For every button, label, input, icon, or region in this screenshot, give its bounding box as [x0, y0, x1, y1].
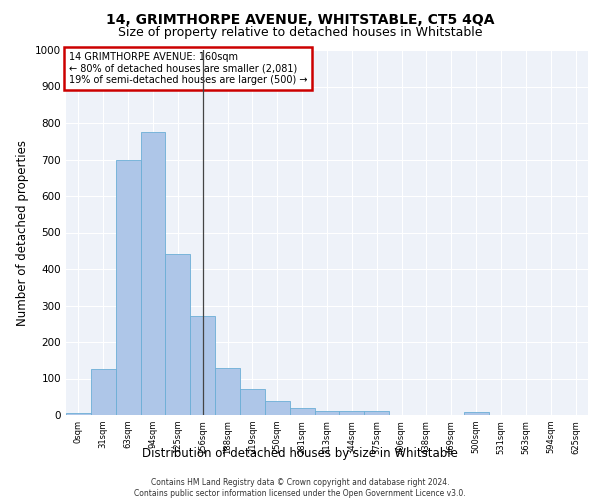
Bar: [364, 412, 389, 415]
Bar: [215, 368, 240, 415]
Bar: [140, 132, 166, 415]
Text: Size of property relative to detached houses in Whitstable: Size of property relative to detached ho…: [118, 26, 482, 39]
Bar: [116, 160, 140, 415]
Y-axis label: Number of detached properties: Number of detached properties: [16, 140, 29, 326]
Bar: [314, 412, 340, 415]
Bar: [190, 316, 215, 415]
Bar: [464, 412, 488, 415]
Text: 14 GRIMTHORPE AVENUE: 160sqm
← 80% of detached houses are smaller (2,081)
19% of: 14 GRIMTHORPE AVENUE: 160sqm ← 80% of de…: [68, 52, 307, 85]
Bar: [290, 408, 314, 415]
Bar: [265, 401, 290, 415]
Bar: [166, 254, 190, 415]
Bar: [340, 412, 364, 415]
Bar: [240, 390, 265, 415]
Bar: [66, 413, 91, 415]
Bar: [91, 370, 116, 415]
Text: Contains HM Land Registry data © Crown copyright and database right 2024.
Contai: Contains HM Land Registry data © Crown c…: [134, 478, 466, 498]
Text: Distribution of detached houses by size in Whitstable: Distribution of detached houses by size …: [142, 448, 458, 460]
Text: 14, GRIMTHORPE AVENUE, WHITSTABLE, CT5 4QA: 14, GRIMTHORPE AVENUE, WHITSTABLE, CT5 4…: [106, 12, 494, 26]
